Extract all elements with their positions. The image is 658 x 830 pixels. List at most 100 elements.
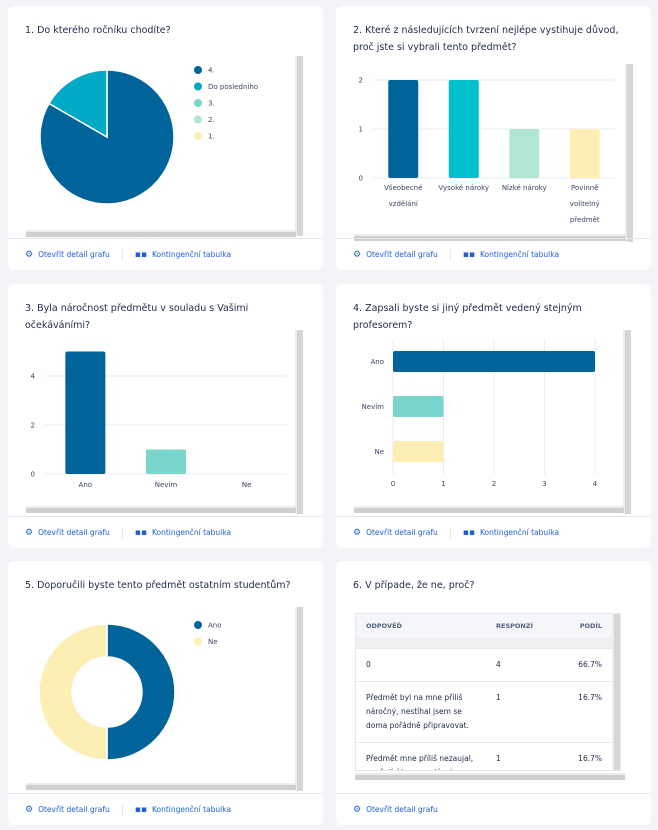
scrollbar-horizontal[interactable]	[26, 506, 296, 513]
x-tick-label: 2	[492, 480, 496, 488]
card-q3: 3. Byla náročnost předmětu v souladu s V…	[8, 284, 323, 548]
scrollbar-vertical[interactable]	[295, 330, 303, 514]
bar	[569, 129, 600, 178]
open-chart-detail-link[interactable]: ⚙ Otevřít detail grafu	[25, 528, 110, 538]
scrollbar-horizontal[interactable]	[26, 230, 296, 237]
bar	[393, 351, 595, 372]
card-footer: ⚙ Otevřít detail grafu ▪▪ Kontingenční tab…	[336, 238, 651, 270]
y-tick-label: Ano	[370, 358, 384, 366]
bar	[393, 441, 444, 462]
card-footer: ⚙ Otevřít detail grafu ▪▪ Kontingenční tab…	[8, 238, 323, 270]
card-footer: ⚙ Otevřít detail grafu ▪▪ Kontingenční tab…	[8, 793, 323, 825]
column-header[interactable]: PODÍL	[557, 614, 612, 638]
column-header[interactable]: ODPOVĚĎ	[356, 614, 486, 638]
table-row: Předmět byl na mne příliš náročný, nestí…	[356, 680, 612, 742]
gear-icon: ⚙	[353, 804, 362, 815]
legend-marker	[194, 99, 202, 107]
legend-marker	[194, 621, 202, 629]
link-label: Otevřít detail grafu	[38, 250, 110, 259]
table-row: Předmět mne příliš nezaujal, vyučující h…	[356, 741, 612, 770]
link-label: Kontingenční tabulka	[479, 528, 560, 537]
bar-chart: 0 1 2 Všeobecné vzdělání Vysoké nároky Nízké n…	[359, 77, 615, 224]
x-tick-label: Ano	[79, 481, 93, 489]
divider	[121, 248, 123, 261]
card-q2: 2. Které z následujících tvrzení nejlépe…	[336, 6, 651, 270]
card-q6: 6. V případe, že ne, proč? ODPOVĚĎ RESPO…	[336, 561, 651, 825]
link-label: Otevřít detail grafu	[38, 805, 110, 814]
open-chart-detail-link[interactable]: ⚙ Otevřít detail grafu	[25, 250, 110, 260]
scrollbar-horizontal[interactable]	[354, 506, 624, 513]
table-icon: ▪▪	[134, 804, 147, 815]
open-chart-detail-link[interactable]: ⚙ Otevřít detail grafu	[353, 528, 438, 538]
bar	[509, 129, 540, 178]
bar	[146, 449, 186, 474]
spacer	[356, 638, 612, 648]
responses-table: ODPOVĚĎ RESPONZÍ PODÍL 0 4 66.7% Předmět b…	[355, 613, 621, 771]
link-label: Otevřít detail grafu	[366, 805, 438, 814]
x-tick-label: 3	[542, 480, 546, 488]
bar	[393, 396, 444, 417]
legend-label: 3.	[208, 100, 215, 108]
open-chart-detail-link[interactable]: ⚙ Otevřít detail grafu	[353, 250, 438, 260]
scrollbar-vertical[interactable]	[623, 330, 631, 514]
bar-chart: 0 2 4 Ano Nevím Ne	[31, 351, 287, 489]
pie-slice	[106, 623, 176, 761]
open-chart-detail-link[interactable]: ⚙ Otevřít detail grafu	[353, 805, 438, 815]
count-cell: 1	[486, 741, 558, 770]
gear-icon: ⚙	[353, 249, 362, 260]
card-title: 2. Které z následujících tvrzení nejlépe…	[353, 25, 619, 53]
answer-cell: Předmět byl na mne příliš náročný, nestí…	[356, 680, 486, 742]
y-tick-label: 2	[31, 422, 35, 430]
scrollbar-horizontal[interactable]	[355, 773, 625, 780]
pie-chart: 4. Do posledního 3. 2. 1.	[39, 66, 258, 205]
card-footer: ⚙ Otevřít detail grafu ▪▪ Kontingenční tab…	[8, 516, 323, 548]
legend-marker	[194, 66, 202, 74]
card-title: 1. Do kterého ročníku chodíte?	[25, 25, 171, 36]
scrollbar-horizontal[interactable]	[354, 234, 626, 241]
share-cell: 16.7%	[557, 680, 612, 742]
contingency-table-link[interactable]: ▪▪ Kontingenční tabulka	[463, 528, 559, 538]
share-cell: 66.7%	[557, 647, 612, 681]
divider	[121, 803, 123, 816]
x-tick-label: Ne	[242, 481, 252, 489]
scrollbar-vertical[interactable]	[625, 64, 633, 242]
card-q1: 1. Do kterého ročníku chodíte? 4. Do posl…	[8, 6, 323, 270]
scrollbar-vertical[interactable]	[295, 56, 303, 236]
x-tick-label: Vysoké nároky	[438, 184, 489, 192]
gear-icon: ⚙	[353, 527, 362, 538]
share-cell: 16.7%	[557, 741, 612, 770]
y-tick-label: 2	[359, 77, 363, 85]
y-tick-label: Ne	[374, 448, 384, 456]
x-tick-label: 4	[593, 480, 598, 488]
contingency-table-link[interactable]: ▪▪ Kontingenční tabulka	[135, 528, 231, 538]
table-icon: ▪▪	[462, 527, 475, 538]
count-cell: 4	[486, 647, 558, 681]
link-label: Kontingenční tabulka	[151, 250, 232, 259]
open-chart-detail-link[interactable]: ⚙ Otevřít detail grafu	[25, 805, 110, 815]
answer-cell: Předmět mne příliš nezaujal, vyučující h…	[356, 741, 486, 770]
legend-label: Ne	[208, 638, 218, 646]
table-scrollbar-vertical[interactable]	[612, 614, 620, 770]
scrollbar-vertical[interactable]	[295, 607, 303, 791]
legend-label: 4.	[208, 67, 215, 75]
bar	[448, 80, 479, 178]
legend-marker	[194, 637, 202, 646]
bar	[388, 80, 419, 178]
card-title: 5. Doporučili byste tento předmět ostatn…	[25, 580, 291, 591]
donut-chart: Ano Ne	[38, 621, 222, 761]
scrollbar-horizontal[interactable]	[26, 783, 296, 790]
card-title: 3. Byla náročnost předmětu v souladu s V…	[25, 303, 249, 331]
column-header[interactable]: RESPONZÍ	[486, 614, 558, 638]
card-title: 4. Zapsali byste si jiný předmět vedený …	[353, 303, 582, 331]
link-label: Kontingenční tabulka	[151, 528, 232, 537]
link-label: Kontingenční tabulka	[151, 805, 232, 814]
contingency-table-link[interactable]: ▪▪ Kontingenční tabulka	[135, 250, 231, 260]
legend-marker	[194, 132, 202, 140]
legend-label: Ano	[208, 622, 222, 630]
contingency-table-link[interactable]: ▪▪ Kontingenční tabulka	[463, 250, 559, 260]
card-q4: 4. Zapsali byste si jiný předmět vedený …	[336, 284, 651, 548]
contingency-table-link[interactable]: ▪▪ Kontingenční tabulka	[135, 805, 231, 815]
y-tick-label: Nevím	[362, 403, 385, 411]
legend-label: 1.	[208, 133, 215, 141]
divider	[121, 526, 123, 539]
